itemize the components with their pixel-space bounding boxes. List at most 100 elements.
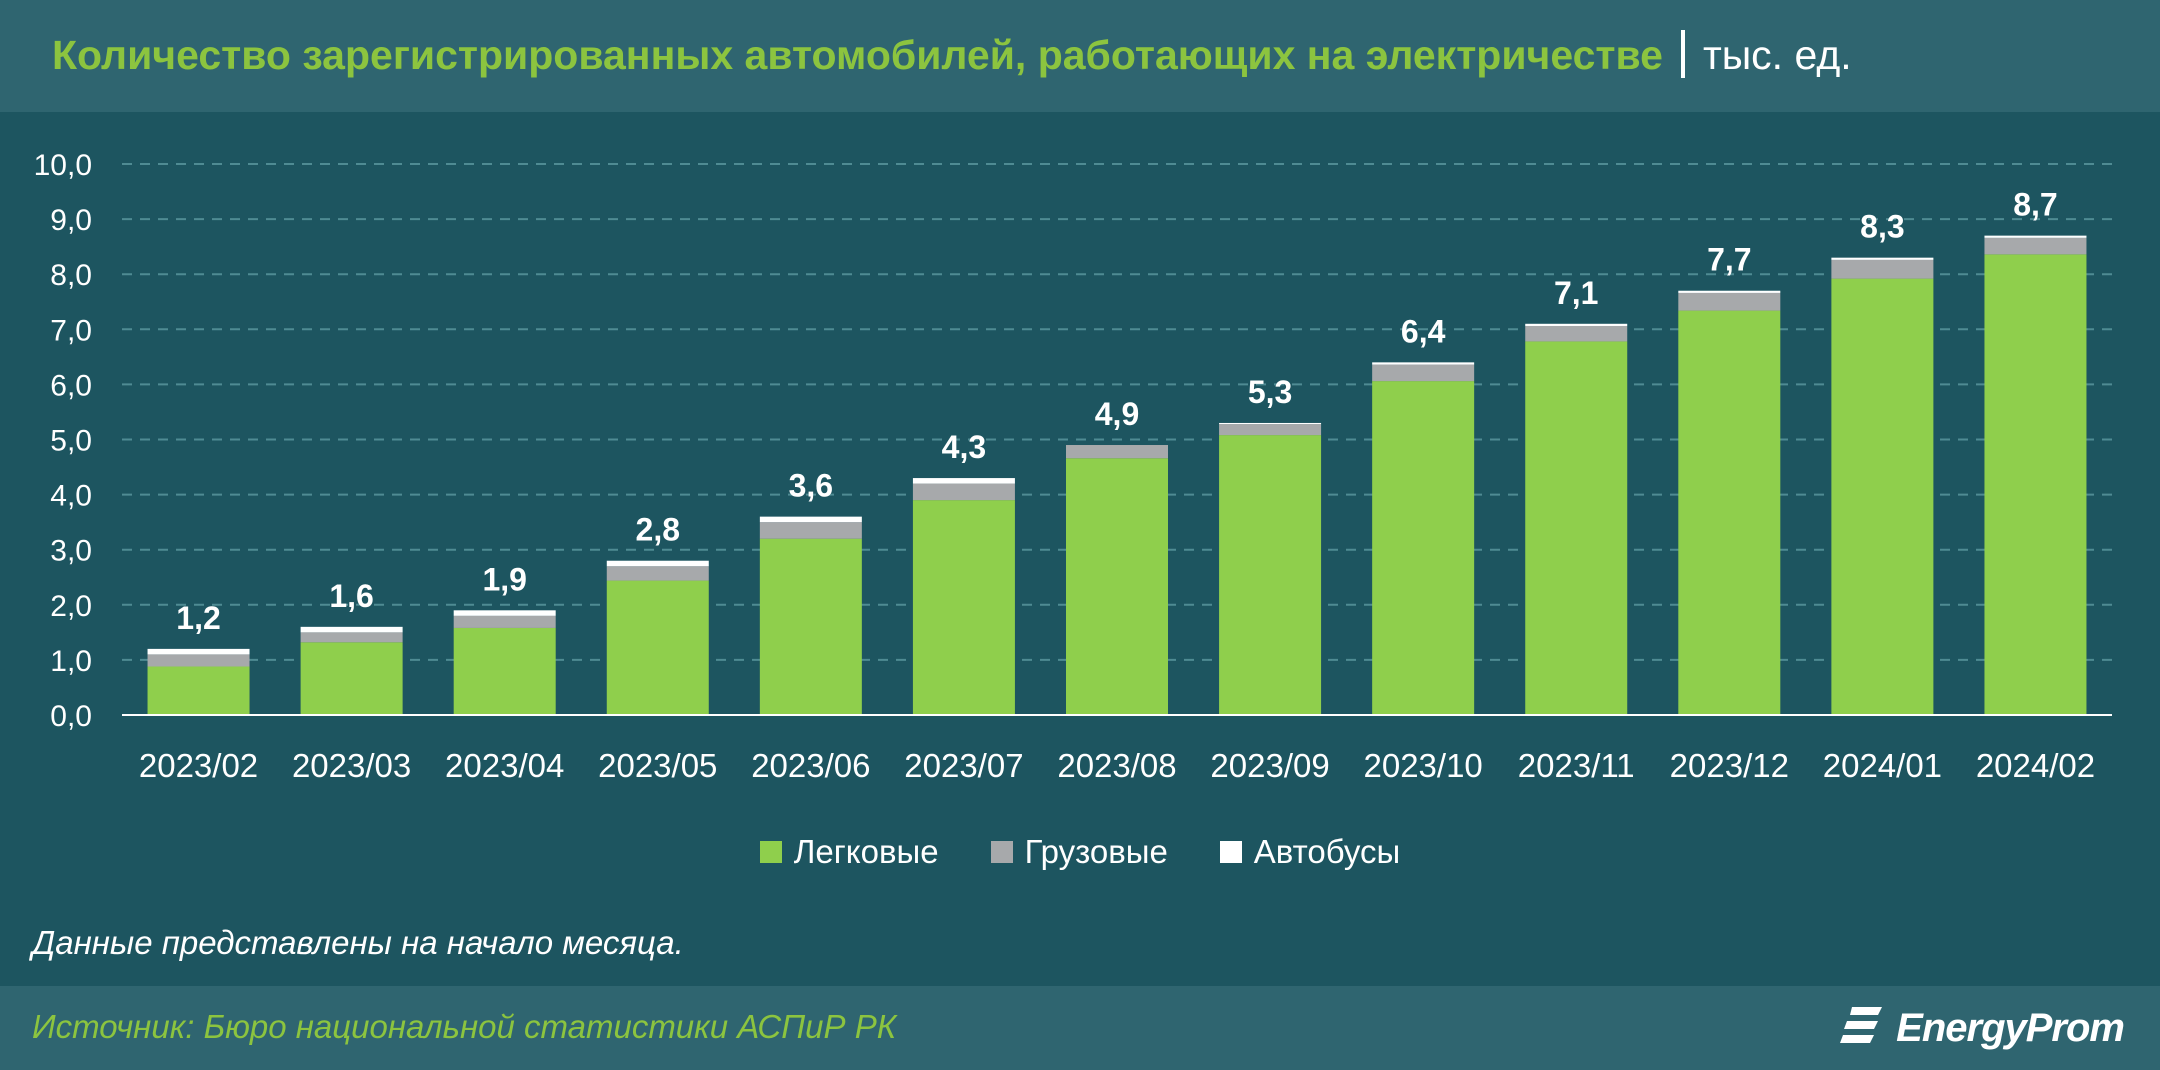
legend-swatch-cargo xyxy=(990,841,1013,863)
bar-segment-passenger xyxy=(1372,381,1475,715)
y-tick-label: 4,0 xyxy=(50,480,92,513)
logo-mark-icon xyxy=(1840,1007,1883,1043)
chart-unit: тыс. ед. xyxy=(1702,32,1852,78)
y-tick-label: 6,0 xyxy=(50,369,92,402)
x-tick-label: 2023/06 xyxy=(751,747,870,784)
bar-total-label: 1,9 xyxy=(482,561,526,597)
bar-segment-passenger xyxy=(1984,254,2087,715)
bar-segment-cargo xyxy=(1372,364,1475,382)
data-note: Данные представлены на начало месяца. xyxy=(32,924,684,961)
stacked-bar-chart: 0,0 1,0 2,0 3,0 4,0 5,0 6,0 7,0 8,0 9,0 10,0 1,2 1,… xyxy=(34,149,2112,784)
bar-segment-cargo xyxy=(606,566,709,581)
bar-segment-cargo xyxy=(1525,325,1628,342)
bar-segment-cargo xyxy=(147,654,250,667)
bar-segment-bus xyxy=(1219,422,1322,425)
x-tick-label: 2023/09 xyxy=(1210,747,1329,784)
bar-segment-cargo xyxy=(1984,237,2087,255)
bar-segment-bus xyxy=(300,626,403,633)
legend-label-bus: Автобусы xyxy=(1253,833,1401,870)
bar-segment-bus xyxy=(759,516,862,523)
bar-segment-bus xyxy=(147,648,250,655)
bar-total-label: 2,8 xyxy=(636,512,680,548)
bar-segment-passenger xyxy=(912,500,1015,715)
bar-total-label: 8,7 xyxy=(2013,187,2057,223)
bar-segment-bus xyxy=(1525,323,1628,326)
total-labels: 1,2 1,6 1,9 2,8 3,6 4,3 4,9 5,3 6,4 7,1 7,7 8,3 8,7 xyxy=(176,187,2057,636)
x-tick-label: 2023/11 xyxy=(1518,747,1635,784)
bar-segment-bus xyxy=(453,610,556,616)
legend-item-passenger: Легковые xyxy=(759,833,939,871)
legend-label-cargo: Грузовые xyxy=(1024,833,1168,870)
legend-label-passenger: Легковые xyxy=(793,833,939,870)
bar-segment-bus xyxy=(1678,290,1781,293)
bar-segment-passenger xyxy=(453,627,556,715)
footer-band: Источник: Бюро национальной статистики А… xyxy=(0,986,2160,1070)
bar-segment-cargo xyxy=(1066,445,1168,459)
y-tick-label: 3,0 xyxy=(50,535,92,568)
bar-segment-bus xyxy=(912,478,1015,484)
bar-segment-cargo xyxy=(1831,259,1934,279)
bar-segment-bus xyxy=(606,560,709,567)
y-tick-label: 5,0 xyxy=(50,425,92,458)
header-band: Количество зарегистрированных автомобиле… xyxy=(0,0,2160,112)
y-tick-label: 10,0 xyxy=(34,149,92,182)
bar-total-label: 7,1 xyxy=(1554,275,1598,311)
bar-segment-cargo xyxy=(759,522,862,539)
bar-total-label: 4,3 xyxy=(942,429,986,465)
legend-item-cargo: Грузовые xyxy=(990,833,1168,871)
x-tick-label: 2023/05 xyxy=(598,747,717,784)
legend-item-bus: Автобусы xyxy=(1219,833,1401,871)
chart-title: Количество зарегистрированных автомобиле… xyxy=(52,30,1852,79)
x-tick-label: 2023/10 xyxy=(1364,747,1483,784)
x-tick-label: 2023/02 xyxy=(139,747,258,784)
bar-total-label: 6,4 xyxy=(1401,313,1446,349)
y-tick-label: 7,0 xyxy=(50,314,92,347)
bars xyxy=(147,235,2087,715)
bar-segment-passenger xyxy=(1525,341,1628,715)
y-tick-label: 8,0 xyxy=(50,259,92,292)
bar-segment-passenger xyxy=(759,538,862,715)
chart-title-text: Количество зарегистрированных автомобиле… xyxy=(52,32,1663,78)
legend-swatch-bus xyxy=(1219,841,1242,863)
bar-segment-cargo xyxy=(453,615,556,628)
source-text: Источник: Бюро национальной статистики А… xyxy=(32,1008,897,1045)
bar-total-label: 7,7 xyxy=(1707,242,1751,278)
title-separator xyxy=(1680,30,1685,78)
y-tick-label: 0,0 xyxy=(50,700,92,733)
y-tick-label: 1,0 xyxy=(50,645,92,678)
x-tick-label: 2024/01 xyxy=(1823,747,1942,784)
bar-segment-cargo xyxy=(1219,424,1322,436)
x-axis-ticks: 2023/02 2023/03 2023/04 2023/05 2023/06 2023/… xyxy=(139,747,2095,784)
x-tick-label: 2023/07 xyxy=(904,747,1023,784)
bar-total-label: 1,6 xyxy=(329,578,373,614)
bar-segment-passenger xyxy=(1066,458,1168,715)
y-tick-label: 2,0 xyxy=(50,590,92,623)
bar-total-label: 8,3 xyxy=(1860,209,1904,245)
bar-segment-bus xyxy=(1372,362,1475,365)
bar-segment-bus xyxy=(1831,257,1934,260)
y-tick-label: 9,0 xyxy=(50,204,92,237)
grid-lines xyxy=(122,163,2112,661)
x-tick-label: 2023/03 xyxy=(292,747,411,784)
bar-total-label: 4,9 xyxy=(1095,396,1139,432)
bar-segment-passenger xyxy=(1678,310,1781,715)
x-tick-label: 2023/08 xyxy=(1057,747,1176,784)
bar-segment-cargo xyxy=(300,632,403,643)
x-tick-label: 2024/02 xyxy=(1976,747,2095,784)
bar-segment-passenger xyxy=(1219,435,1322,715)
logo-text: EnergyProm xyxy=(1896,1005,2125,1050)
bar-segment-bus xyxy=(1984,235,2087,238)
bar-segment-passenger xyxy=(606,580,709,715)
x-tick-label: 2023/12 xyxy=(1670,747,1789,784)
bar-total-label: 5,3 xyxy=(1248,374,1292,410)
x-tick-label: 2023/04 xyxy=(445,747,564,784)
legend-swatch-passenger xyxy=(759,841,782,863)
legend: Легковые Грузовые Автобусы xyxy=(0,833,2160,871)
energyprom-logo: EnergyProm xyxy=(1838,998,2125,1058)
bar-segment-passenger xyxy=(1831,278,1934,715)
bar-segment-passenger xyxy=(300,642,403,715)
bar-total-label: 1,2 xyxy=(176,600,220,636)
bar-segment-passenger xyxy=(147,666,250,715)
bar-segment-cargo xyxy=(1678,292,1781,311)
bar-segment-cargo xyxy=(912,483,1015,501)
